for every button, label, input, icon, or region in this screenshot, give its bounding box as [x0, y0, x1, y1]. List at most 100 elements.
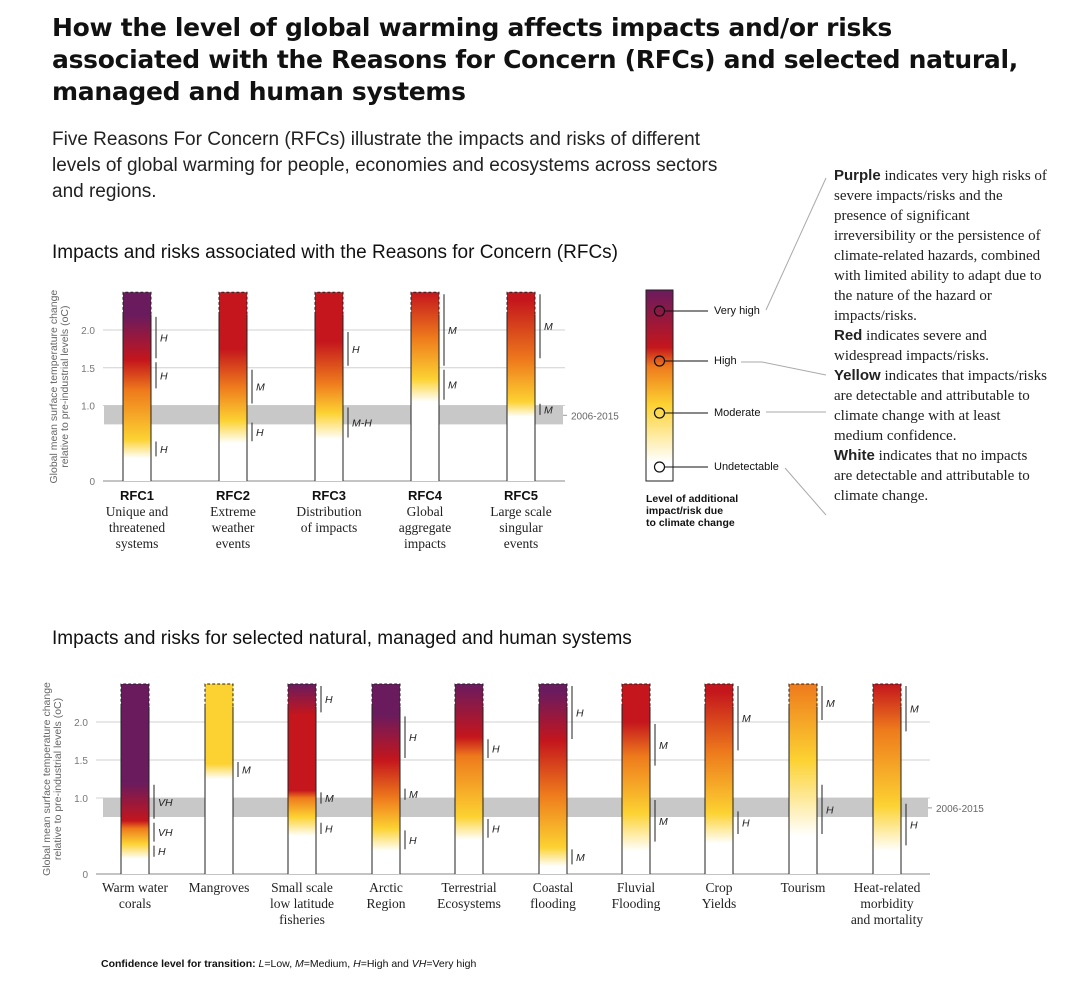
y-tick-label: 1.0 — [74, 794, 88, 805]
bar-dashed-top — [218, 291, 248, 315]
confidence-label: M — [576, 852, 585, 864]
confidence-label: H — [742, 818, 750, 830]
category-label-line: Global — [407, 504, 444, 519]
bar-fill — [705, 684, 733, 874]
category-name: RFC1 — [120, 488, 154, 503]
y-tick-label: 1.0 — [81, 402, 95, 413]
legend-yellow-word: Yellow — [834, 367, 881, 384]
y-axis-title-line: Global mean surface temperature change — [48, 290, 60, 484]
bar-dashed-top — [454, 683, 484, 707]
fn-letter-h: H — [353, 958, 361, 970]
bar-dashed-top — [371, 683, 401, 707]
legend-purple-word: Purple — [834, 167, 881, 184]
y-axis-title-line: relative to pre-industrial levels (oC) — [59, 306, 71, 468]
category-name: RFC4 — [408, 488, 443, 503]
category-label-line: Yields — [702, 896, 737, 911]
bar-fill — [539, 684, 567, 874]
confidence-label: H — [409, 835, 417, 847]
y-tick-label: 0 — [89, 477, 95, 488]
confidence-label: M — [826, 698, 835, 710]
bar-dashed-top — [122, 291, 152, 315]
bar-dashed-top — [314, 291, 344, 315]
level-legend: Very high High Moderate Undetectable Level o… — [645, 177, 827, 529]
confidence-label: M-H — [352, 417, 372, 429]
fn-rest-h: =High and — [360, 958, 412, 970]
bar-dashed-top — [120, 683, 150, 707]
bar-fill — [622, 684, 650, 874]
confidence-label: M — [256, 382, 265, 394]
category-label-line: corals — [119, 896, 151, 911]
category-label-line: Coastal — [533, 880, 574, 895]
legend-connector — [765, 177, 827, 311]
confidence-label: VH — [158, 827, 173, 839]
band-label: 2006-2015 — [571, 411, 619, 422]
bar-mangroves: M Mangroves — [189, 683, 251, 895]
category-name: RFC2 — [216, 488, 250, 503]
category-label-line: Extreme — [210, 504, 256, 519]
confidence-label: H — [576, 708, 584, 720]
legend-caption-line: Level of additional — [646, 493, 738, 505]
bar-dashed-top — [788, 683, 818, 707]
legend-red-text: indicates severe and widespread impacts/… — [834, 328, 989, 364]
fn-letter-vh: VH — [411, 958, 427, 970]
legend-red-word: Red — [834, 327, 863, 344]
y-axis-title-line: Global mean surface temperature change — [41, 682, 53, 876]
confidence-label: M — [544, 321, 553, 333]
legend-caption-line: to climate change — [646, 517, 735, 529]
confidence-label: M — [910, 704, 919, 716]
y-tick-label: 1.5 — [74, 756, 88, 767]
section-title-rfc: Impacts and risks associated with the Re… — [52, 242, 618, 263]
fn-rest-l: =Low, — [264, 958, 296, 970]
category-label-line: Unique and — [106, 504, 169, 519]
bar-fill — [288, 684, 316, 874]
category-label-line: low latitude — [270, 896, 334, 911]
confidence-footnote: Confidence level for transition: L=Low, … — [101, 958, 476, 970]
category-label-line: Mangroves — [189, 880, 250, 895]
confidence-label: H — [160, 370, 168, 382]
category-label-line: Warm water — [102, 880, 169, 895]
y-tick-label: 2.0 — [81, 326, 95, 337]
bar-dashed-top — [872, 683, 902, 707]
bar-fill — [205, 684, 233, 874]
confidence-label: M — [544, 404, 553, 416]
bar-dashed-top — [704, 683, 734, 707]
category-label-line: Tourism — [781, 880, 826, 895]
bar-fill — [315, 292, 343, 481]
category-label-line: aggregate — [399, 520, 451, 535]
legend-bar — [645, 289, 674, 482]
fn-letter-l: L — [258, 958, 265, 970]
category-label-line: events — [504, 536, 539, 551]
section-title-systems: Impacts and risks for selected natural, … — [52, 628, 632, 649]
category-label-line: Flooding — [612, 896, 661, 911]
confidence-label: H — [325, 694, 333, 706]
category-label-line: of impacts — [301, 520, 358, 535]
legend-purple-text: indicates very high risks of severe impa… — [834, 168, 1047, 324]
bar-dashed-top — [506, 291, 536, 315]
confidence-label: M — [742, 713, 751, 725]
legend-white-word: White — [834, 447, 875, 464]
category-label-line: Region — [367, 896, 406, 911]
bar-fill — [121, 684, 149, 874]
category-label-line: and mortality — [851, 912, 924, 927]
confidence-label: VH — [158, 797, 173, 809]
confidence-label: H — [492, 744, 500, 756]
footnote-prefix: Confidence level for transition: — [101, 958, 259, 970]
legend-yellow-text: indicates that impacts/risks are detecta… — [834, 368, 1047, 444]
bar-dashed-top — [204, 683, 234, 707]
bar-fill — [507, 292, 535, 481]
category-label-line: Heat-related — [854, 880, 921, 895]
confidence-label: M — [659, 816, 668, 828]
confidence-label: H — [492, 823, 500, 835]
y-tick-label: 2.0 — [74, 718, 88, 729]
category-name: RFC5 — [504, 488, 538, 503]
bar-fill — [411, 292, 439, 481]
confidence-label: M — [409, 789, 418, 801]
legend-connector — [784, 467, 827, 516]
